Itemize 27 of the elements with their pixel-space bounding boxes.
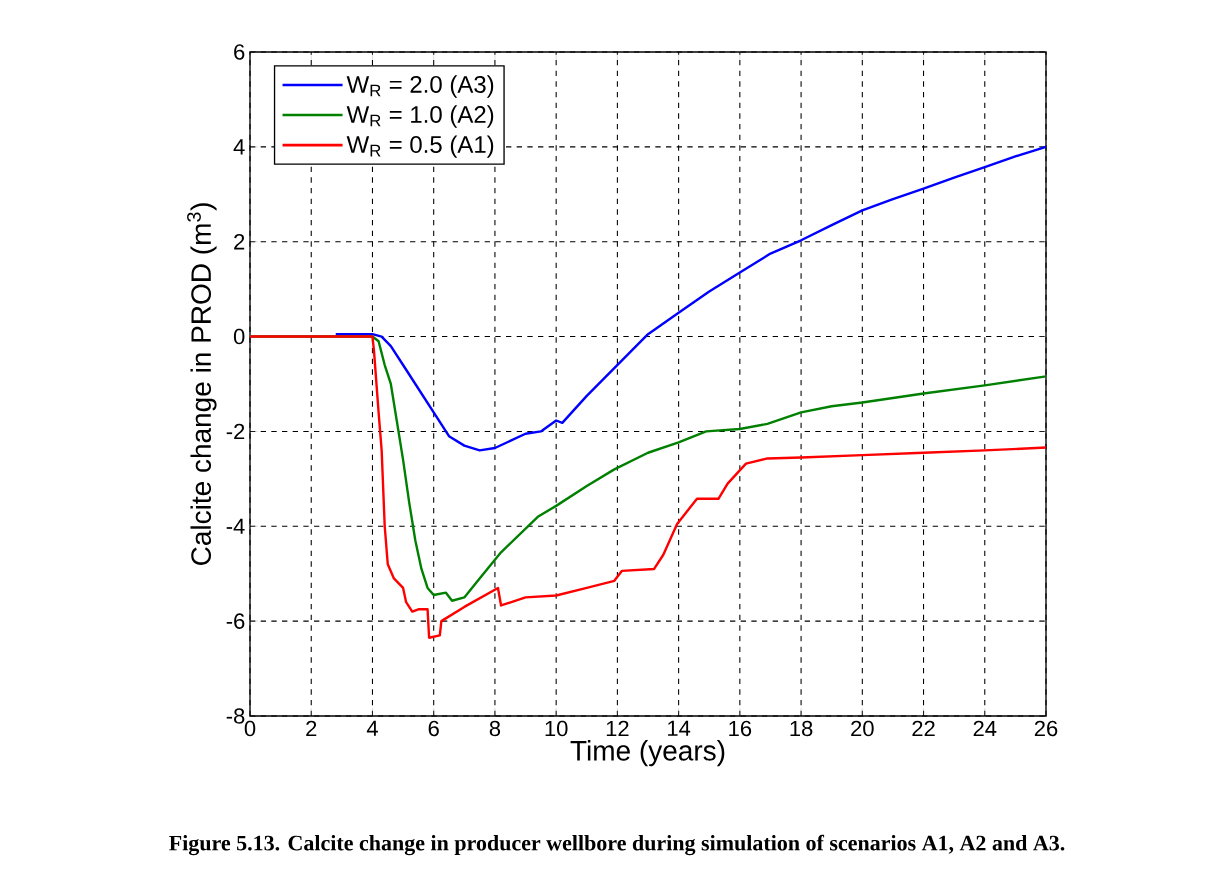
y-tick-label: 6 <box>234 44 245 60</box>
y-tick-label: -4 <box>226 518 245 534</box>
x-tick-label: 22 <box>912 720 935 737</box>
y-tick-label: -2 <box>226 423 245 440</box>
caption: Figure 5.13. Calcite change in producer wellbore during simulation of scenarios A1, A2 and A3. <box>169 834 1065 856</box>
x-tick-label: 16 <box>729 720 752 737</box>
x-tick-label: 24 <box>973 720 997 737</box>
y-tick-label: 0 <box>233 328 245 345</box>
x-tick-label: 10 <box>545 720 568 737</box>
x-tick-label: 4 <box>366 720 378 736</box>
y-tick-label: 4 <box>233 139 245 155</box>
x-tick-label: 14 <box>668 720 691 736</box>
x-tick-label: 2 <box>306 720 317 737</box>
x-axis-title: Time (years) <box>570 740 725 767</box>
x-tick-label: 18 <box>790 720 813 737</box>
y-tick-label: 2 <box>234 234 245 250</box>
x-tick-label: 26 <box>1034 720 1058 737</box>
x-tick-label: 12 <box>606 720 629 737</box>
y-tick-label: -8 <box>226 708 245 724</box>
y-axis-title: Calcite change in PROD (m$^{3}$) <box>187 203 217 565</box>
y-tick-label: -6 <box>226 613 245 629</box>
x-tick-label: 20 <box>851 720 874 737</box>
x-tick-label: 6 <box>428 720 439 737</box>
legend-label: W$_{R}$ = 1.0 (A2) <box>346 105 494 128</box>
x-tick-label: 8 <box>489 720 501 737</box>
legend-label: W$_{R}$ = 0.5 (A1) <box>346 135 494 158</box>
legend-label: W$_{R}$ = 2.0 (A3) <box>346 75 494 98</box>
